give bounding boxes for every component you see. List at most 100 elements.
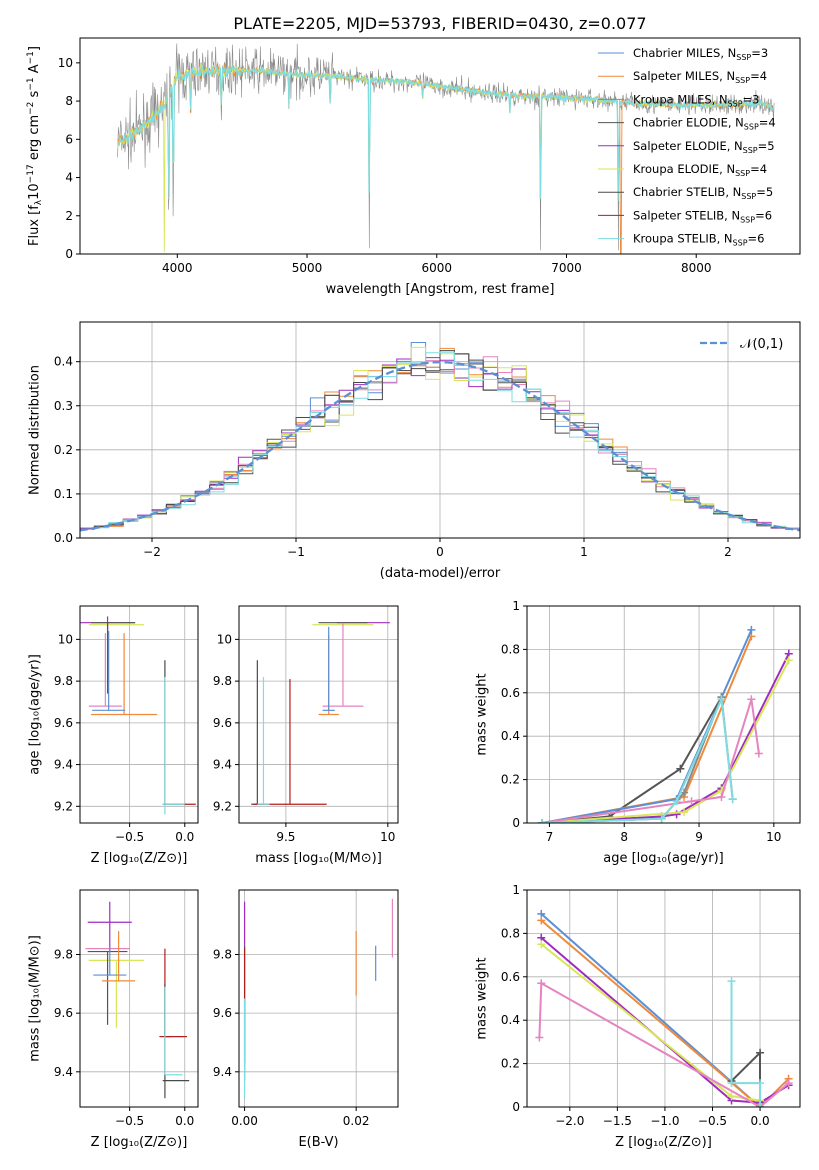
plot-area-mass-vs-Z [85,901,190,1099]
series-line [730,981,761,1107]
plus-marker [672,797,681,806]
legend-entry-label: Salpeter MILES, NSSP=4 [633,69,767,85]
line-series [537,695,737,823]
errorbar-point [88,633,122,707]
x-tick-label: 0 [436,545,444,559]
x-tick-label: 4000 [162,261,193,275]
y-axis-label: mass [log₁₀(M/M⊙)] [27,935,42,1062]
spectrum-legend: Chabrier MILES, NSSP=3 Salpeter MILES, NS… [598,46,776,248]
y-tick-label: 9.8 [54,674,73,688]
x-tick-label: 0.0 [175,1114,194,1128]
x-tick-label: 0.00 [231,1114,258,1128]
x-tick-label: −1.0 [650,1114,679,1128]
plus-marker [680,808,689,817]
x-tick-label: 10 [380,830,395,844]
figure-title: PLATE=2205, MJD=53793, FIBERID=0430, z=0… [233,14,646,33]
chart-spectrum: Chabrier MILES, NSSP=3 Salpeter MILES, NS… [26,37,801,297]
plus-marker [756,1048,765,1057]
y-tick-label: 0.6 [501,970,520,984]
series-line [538,981,790,1107]
y-tick-label: 1 [512,883,520,897]
plus-marker [537,819,546,823]
x-tick-label: −0.5 [698,1114,727,1128]
y-tick-label: 0.4 [501,1013,520,1027]
x-tick-label: 9 [695,830,703,844]
chart-massweight-vs-Z: −2.0 −1.5 −1.0 −0.5 0.0 0 0.2 0.4 0.6 0.8 1 Z [log₁… [474,883,801,1150]
x-tick-label: 8 [620,830,628,844]
axes-frame [79,37,801,255]
plot-area-residuals [80,342,800,538]
y-tick-label: 1 [512,599,520,613]
y-tick-label: 0.8 [501,642,520,656]
legend-entry-label: Chabrier STELIB, NSSP=5 [633,185,773,201]
plus-marker [747,695,756,704]
x-tick-label: 0.02 [343,1114,370,1128]
y-tick-label: 4 [65,171,73,185]
plot-area-age-vs-mass [251,622,390,805]
y-tick-label: 0.2 [54,443,73,457]
x-tick-label: −1 [287,545,305,559]
x-tick-label: −2 [143,545,161,559]
legend-entry-label: Chabrier MILES, NSSP=3 [633,46,768,62]
plus-marker [727,1079,736,1088]
y-tick-label: 9.6 [54,716,73,730]
y-tick-label: 0.6 [501,686,520,700]
plus-marker [784,1079,793,1088]
x-tick-label: 7000 [551,261,582,275]
x-tick-label: 7 [546,830,554,844]
plus-marker [676,764,685,773]
plus-marker [537,916,546,925]
errorbar-point [93,945,127,976]
y-tick-label: 2 [65,209,73,223]
x-tick-label: 8000 [681,261,712,275]
plus-marker [717,792,726,801]
series-line [540,919,790,1107]
normal-curve [80,360,800,532]
x-tick-label: 10 [766,830,781,844]
legend-entry-label: Kroupa STELIB, NSSP=6 [633,232,764,248]
plus-marker [727,977,736,986]
axes-frame [526,605,801,824]
y-tick-label: 0 [512,1100,520,1114]
y-tick-label: 0 [512,816,520,830]
plot-area-mass-vs-ebv [243,898,394,1099]
y-tick-label: 0.2 [501,1057,520,1071]
y-tick-label: 9.4 [54,1065,73,1079]
plus-marker [747,625,756,634]
x-axis-label: age [log₁₀(age/yr)] [603,851,724,866]
errorbar-point [257,676,270,805]
x-axis-label: E(B-V) [298,1135,338,1150]
plus-marker [537,940,546,949]
chart-residuals: 𝒩(0,1) −2 −1 0 1 2 0.0 0.1 0.2 0.3 0.4 (data-model)… [27,321,801,581]
y-tick-label: 9.4 [54,758,73,772]
y-axis-label: mass weight [474,673,489,755]
legend-entry-label: Chabrier ELODIE, NSSP=4 [633,116,776,132]
y-tick-label: 10 [217,632,232,646]
chart-age-vs-Z: −0.5 0.0 9.2 9.4 9.6 9.8 10 Z [log₁₀(Z/Z⊙)] age … [27,605,199,866]
plus-marker [756,1103,765,1107]
errorbar-point [91,633,158,716]
plus-marker [784,656,793,665]
plot-area-spectrum [117,43,775,254]
x-tick-label: −2.0 [555,1114,584,1128]
x-tick-label: −1.5 [603,1114,632,1128]
y-tick-label: 10 [58,632,73,646]
y-tick-label: 0.8 [501,926,520,940]
legend-entry-label: 𝒩(0,1) [740,337,783,352]
axes-frame [79,605,199,824]
x-tick-label: 5000 [292,261,323,275]
y-tick-label: 9.6 [213,716,232,730]
y-tick-label: 0.4 [501,729,520,743]
x-axis-label: mass [log₁₀(M/M⊙)] [255,851,382,866]
y-tick-label: 0.4 [54,355,73,369]
errorbar-point [88,959,144,1028]
chart-mass-vs-Z: −0.5 0.0 9.4 9.6 9.8 Z [log₁₀(Z/Z⊙)] mass [log… [27,889,199,1150]
y-tick-label: 0 [65,247,73,261]
x-tick-label: 2 [724,545,732,559]
y-tick-label: 6 [65,132,73,146]
y-tick-label: 0.0 [54,531,73,545]
x-tick-label: 1 [580,545,588,559]
plus-marker [717,695,726,704]
x-axis-label: Z [log₁₀(Z/Z⊙)] [615,1135,712,1150]
